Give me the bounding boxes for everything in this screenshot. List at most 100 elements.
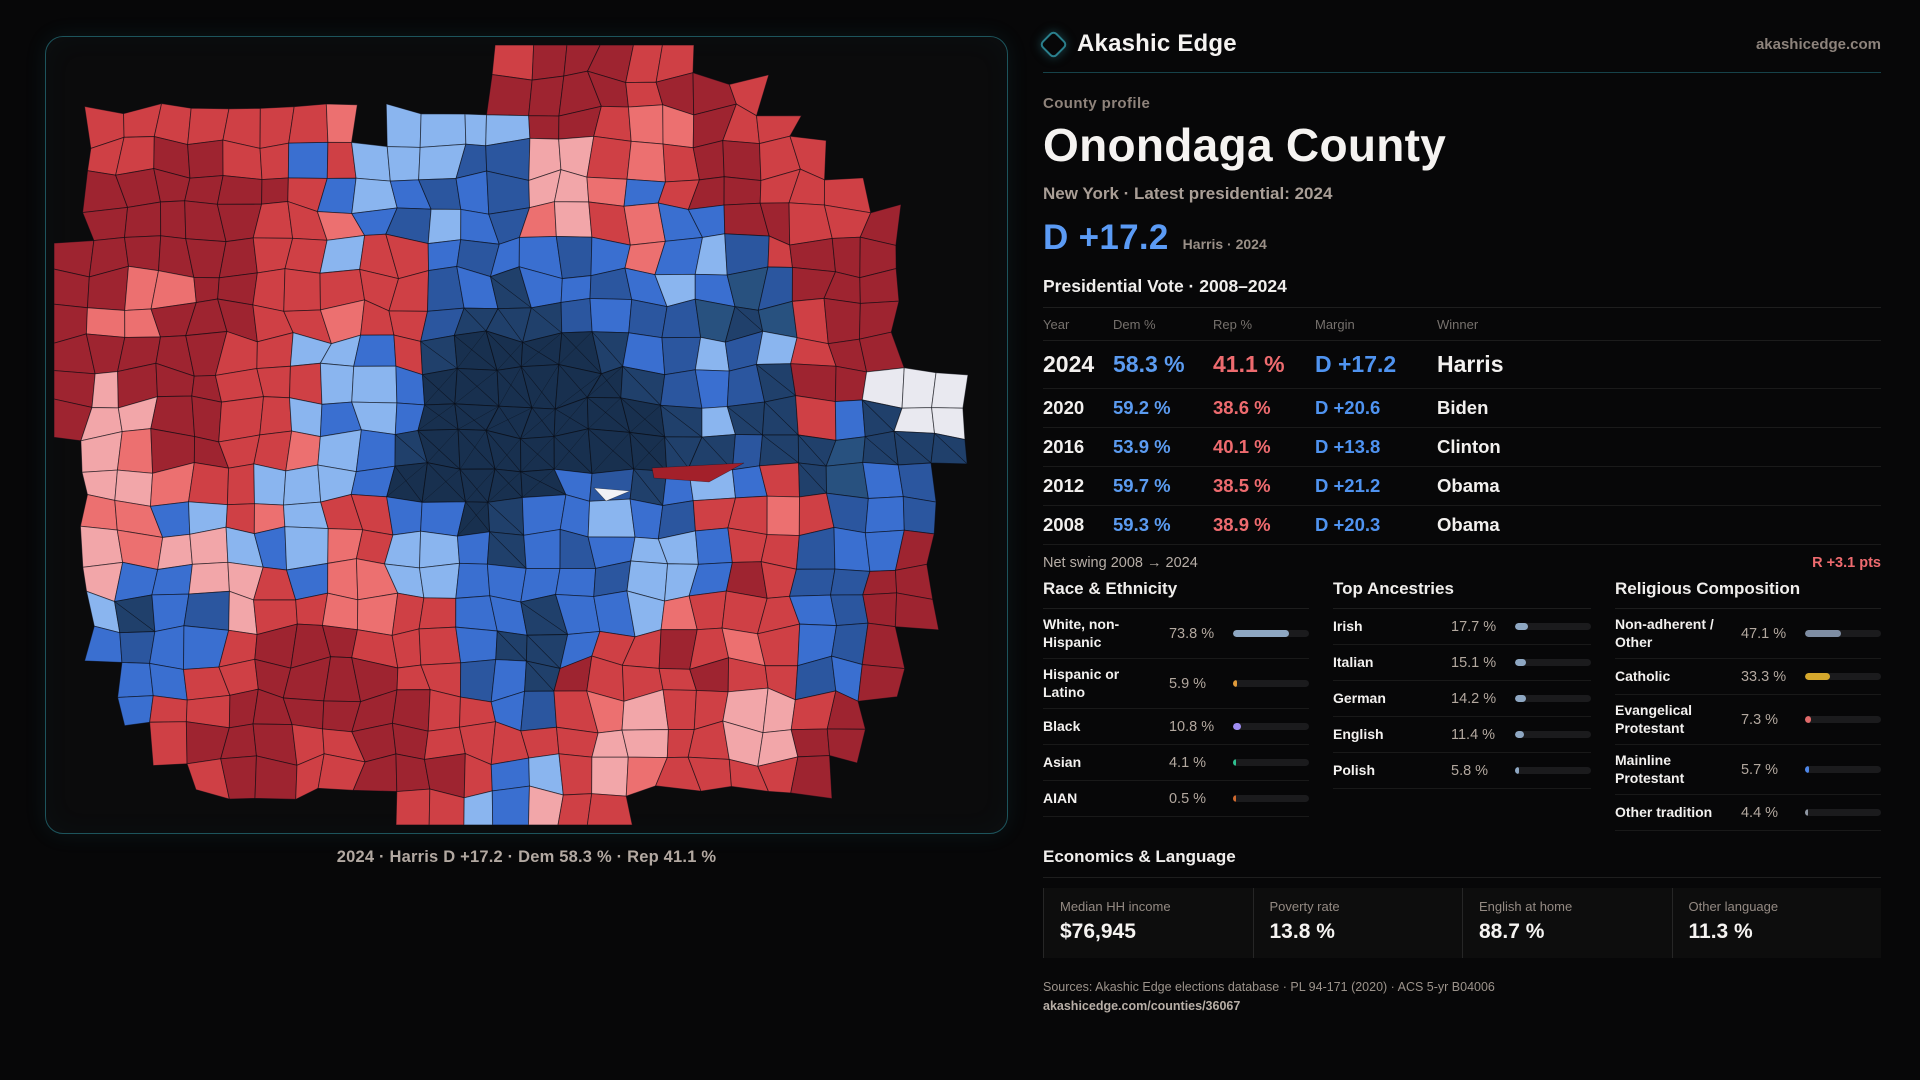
demographic-label: Other tradition bbox=[1615, 803, 1713, 820]
demographics-columns: Race & Ethnicity White, non-Hispanic 73.8 … bbox=[1043, 579, 1881, 831]
demographic-label: Italian bbox=[1332, 653, 1374, 670]
stat-label: Other language bbox=[1688, 899, 1779, 914]
demographic-label: German bbox=[1332, 689, 1386, 706]
demographics-column: Religious Composition Non-adherent / Othe… bbox=[1615, 579, 1881, 831]
stat-value: $76,945 bbox=[1060, 920, 1136, 943]
headline-margin-row: D +17.2 Harris · 2024 bbox=[1043, 218, 1881, 258]
demographic-value: 4.4 % bbox=[1740, 804, 1779, 821]
vote-table-cell: 2012 bbox=[1043, 467, 1113, 506]
vote-table-cell: Obama bbox=[1437, 506, 1881, 545]
demographic-value: 7.3 % bbox=[1740, 711, 1779, 728]
demographic-label: Asian bbox=[1043, 753, 1082, 770]
brand-diamond-icon bbox=[1038, 29, 1069, 59]
economics-stats: Median HH income $76,945 Poverty rate 13.8 … bbox=[1043, 888, 1881, 958]
demographic-bar bbox=[1804, 716, 1881, 723]
stat-value: 11.3 % bbox=[1688, 920, 1753, 943]
subtitle: New York · Latest presidential: 2024 bbox=[1043, 184, 1333, 203]
demographic-bar bbox=[1804, 673, 1881, 680]
demographic-row: AIAN 0.5 % bbox=[1043, 781, 1309, 817]
stat-label: English at home bbox=[1479, 899, 1573, 914]
vote-table-cell: 59.3 % bbox=[1113, 506, 1213, 545]
stat-card: Other language 11.3 % bbox=[1671, 888, 1881, 958]
demographic-bar bbox=[1515, 659, 1591, 666]
demographic-label: Catholic bbox=[1615, 667, 1671, 684]
demographic-row: Evangelical Protestant 7.3 % bbox=[1615, 695, 1881, 745]
vote-table-cell: 53.9 % bbox=[1113, 428, 1213, 467]
map-caption: 2024 · Harris D +17.2 · Dem 58.3 % · Rep… bbox=[336, 848, 717, 866]
demographic-row: English 11.4 % bbox=[1332, 717, 1591, 753]
demographic-value: 0.5 % bbox=[1168, 790, 1207, 807]
demographic-bar bbox=[1804, 630, 1881, 637]
demographics-column: Top Ancestries Irish 17.7 % Italian 15.1 % Ge… bbox=[1332, 579, 1591, 831]
brand-domain-link[interactable]: akashicedge.com bbox=[1755, 35, 1881, 53]
demographic-value: 17.7 % bbox=[1451, 618, 1497, 635]
vote-table-cell: 38.9 % bbox=[1213, 506, 1315, 545]
section-title: Religious Composition bbox=[1615, 579, 1881, 609]
divider bbox=[1043, 307, 1881, 308]
vote-table-cell: Biden bbox=[1437, 389, 1881, 428]
demographic-value: 33.3 % bbox=[1740, 668, 1787, 685]
demographic-label: White, non-Hispanic bbox=[1043, 616, 1120, 650]
demographic-value: 14.2 % bbox=[1451, 690, 1497, 707]
demographic-bar bbox=[1232, 795, 1309, 802]
precinct-map-panel[interactable] bbox=[45, 36, 1008, 834]
vote-table-cell: D +20.6 bbox=[1315, 389, 1437, 428]
page-title: Onondaga County bbox=[1043, 119, 1447, 171]
demographic-bar bbox=[1804, 809, 1881, 816]
demographic-bar bbox=[1515, 695, 1591, 702]
vote-table-cell: D +21.2 bbox=[1315, 467, 1437, 506]
vote-table-title: Presidential Vote · 2008–2024 bbox=[1043, 276, 1287, 296]
vote-table-header: Winner bbox=[1437, 308, 1881, 341]
demographic-label: English bbox=[1332, 725, 1384, 742]
demographic-bar bbox=[1515, 731, 1591, 738]
divider bbox=[1043, 877, 1881, 878]
vote-table-header: Margin bbox=[1315, 308, 1437, 341]
demographic-value: 15.1 % bbox=[1451, 654, 1497, 671]
demographic-row: Polish 5.8 % bbox=[1332, 753, 1591, 789]
vote-table-cell: D +20.3 bbox=[1315, 506, 1437, 545]
footer: Sources: Akashic Edge elections database… bbox=[1043, 980, 1881, 1013]
demographic-value: 47.1 % bbox=[1740, 625, 1787, 642]
header: Akashic Edge akashicedge.com bbox=[1038, 26, 1881, 62]
vote-table-cell: 2008 bbox=[1043, 506, 1113, 545]
brand-logo[interactable]: Akashic Edge bbox=[1038, 29, 1237, 59]
permalink[interactable]: akashicedge.com/counties/36067 bbox=[1043, 999, 1241, 1013]
demographic-row: Italian 15.1 % bbox=[1332, 645, 1591, 681]
headline-margin: D +17.2 bbox=[1043, 218, 1169, 257]
demographic-row: Black 10.8 % bbox=[1043, 709, 1309, 745]
demographic-row: Other tradition 4.4 % bbox=[1615, 795, 1881, 831]
vote-table-cell: Obama bbox=[1437, 467, 1881, 506]
stat-label: Median HH income bbox=[1060, 899, 1171, 914]
demographic-value: 5.8 % bbox=[1451, 762, 1489, 779]
demographic-value: 11.4 % bbox=[1451, 726, 1496, 743]
demographic-label: Hispanic or Latino bbox=[1043, 666, 1120, 700]
demographics-column: Race & Ethnicity White, non-Hispanic 73.8 … bbox=[1043, 579, 1309, 831]
vote-table-cell: D +13.8 bbox=[1315, 428, 1437, 467]
sources-line: Sources: Akashic Edge elections database… bbox=[1043, 980, 1495, 994]
demographic-row: Mainline Protestant 5.7 % bbox=[1615, 745, 1881, 795]
section-title: Race & Ethnicity bbox=[1043, 579, 1309, 609]
demographic-value: 10.8 % bbox=[1168, 718, 1215, 735]
demographic-bar bbox=[1232, 759, 1309, 766]
vote-table-header: Dem % bbox=[1113, 308, 1213, 341]
vote-table-cell: 2020 bbox=[1043, 389, 1113, 428]
demographic-row: Catholic 33.3 % bbox=[1615, 659, 1881, 695]
county-profile-pane: Akashic Edge akashicedge.com County prof… bbox=[1038, 0, 1881, 1013]
demographic-bar bbox=[1232, 630, 1309, 637]
demographic-bar bbox=[1515, 767, 1591, 774]
vote-table-cell: 38.6 % bbox=[1213, 389, 1315, 428]
net-swing-row: Net swing 2008 → 2024 R +3.1 pts bbox=[1043, 545, 1881, 575]
header-divider bbox=[1043, 72, 1881, 73]
vote-table: Year Dem % Rep % Margin Winner 2024 58.3 % 41.1… bbox=[1043, 308, 1881, 545]
demographic-row: Asian 4.1 % bbox=[1043, 745, 1309, 781]
economics-title: Economics & Language bbox=[1043, 847, 1236, 866]
demographic-label: Evangelical Protestant bbox=[1615, 702, 1693, 736]
demographic-row: White, non-Hispanic 73.8 % bbox=[1043, 609, 1309, 659]
demographic-label: Mainline Protestant bbox=[1615, 752, 1685, 786]
demographic-bar bbox=[1804, 766, 1881, 773]
demographic-label: Polish bbox=[1332, 761, 1375, 778]
demographic-row: Irish 17.7 % bbox=[1332, 609, 1591, 645]
economics-section: Economics & Language Median HH income $76… bbox=[1043, 847, 1881, 958]
vote-table-cell: 38.5 % bbox=[1213, 467, 1315, 506]
